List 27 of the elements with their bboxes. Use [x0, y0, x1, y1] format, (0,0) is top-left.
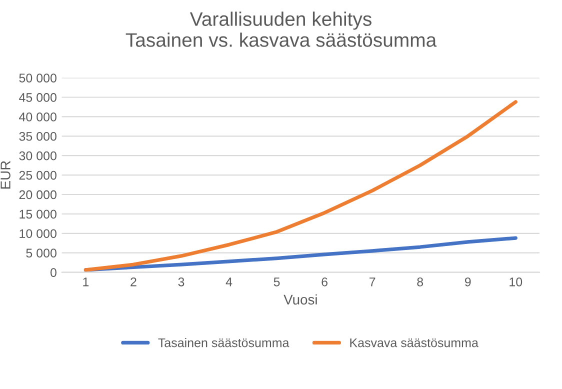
x-tick-label: 6 — [322, 277, 328, 286]
y-tick-label: 50 000 — [19, 74, 56, 82]
y-tick-label: 30 000 — [19, 151, 56, 160]
x-tick-label: 2 — [130, 277, 136, 286]
y-tick-label: 25 000 — [19, 170, 56, 180]
x-tick-label: 7 — [369, 278, 376, 286]
x-tick-label: 3 — [178, 277, 184, 286]
x-tick-label: 8 — [417, 277, 424, 286]
y-axis-title: EUR — [0, 161, 10, 189]
y-tick-label: 0 — [50, 268, 56, 277]
y-tick-label: 10 000 — [20, 229, 56, 238]
y-tick-label: 5 000 — [26, 248, 56, 258]
legend-label: Tasainen säästösumma — [158, 338, 290, 348]
x-tick-label: 4 — [226, 278, 232, 286]
y-tick-label: 15 000 — [20, 210, 56, 219]
y-tick-label: 35 000 — [19, 132, 56, 141]
y-tick-label: 20 000 — [19, 190, 56, 200]
x-axis-title: Vuosi — [284, 294, 317, 305]
x-tick-label: 1 — [83, 278, 89, 286]
y-tick-label: 45 000 — [19, 93, 56, 102]
x-tick-label: 9 — [464, 277, 471, 286]
x-tick-label: 5 — [274, 278, 280, 286]
legend-label: Kasvava säästösumma — [350, 338, 478, 348]
x-tick-label: 10 — [510, 277, 522, 286]
line-series — [84, 100, 518, 272]
y-tick-label: 40 000 — [19, 112, 56, 122]
chart-title: Varallisuuden kehitys Tasainen vs. kasvava säästösumma — [126, 12, 437, 47]
